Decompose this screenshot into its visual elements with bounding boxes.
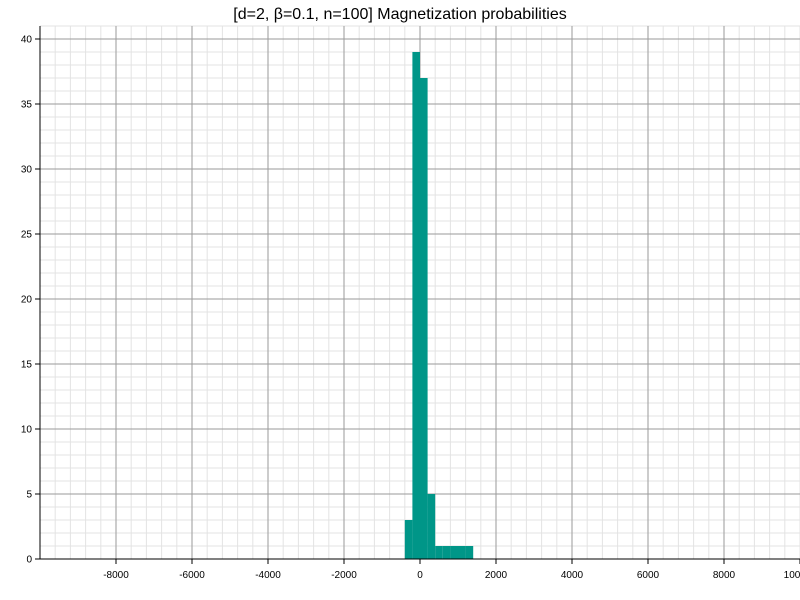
x-tick-label: 8000 xyxy=(713,570,736,581)
y-tick-label: 35 xyxy=(21,100,33,111)
histogram-bar xyxy=(404,520,413,559)
chart-title: [d=2, β=0.1, n=100] Magnetization probab… xyxy=(233,6,566,23)
y-tick-label: 20 xyxy=(21,295,33,306)
x-tick-label: 4000 xyxy=(561,570,584,581)
y-tick-label: 25 xyxy=(21,230,33,241)
histogram-bars xyxy=(404,52,474,559)
x-tick-label: 0 xyxy=(417,570,423,581)
x-tick-label: -8000 xyxy=(103,570,129,581)
histogram-bar xyxy=(435,546,443,559)
y-tick-label: 30 xyxy=(21,165,33,176)
histogram-bar xyxy=(450,546,458,559)
x-axis-ticks: -8000 -6000 -4000 -2000 0 2000 4000 6000 8000 100 xyxy=(103,559,800,581)
histogram-bar xyxy=(458,546,466,559)
histogram-bar xyxy=(420,78,428,559)
y-tick-label: 10 xyxy=(21,425,33,436)
x-tick-label: 6000 xyxy=(637,570,660,581)
y-tick-label: 5 xyxy=(26,490,32,501)
y-tick-label: 40 xyxy=(21,35,33,46)
y-tick-label: 0 xyxy=(26,555,32,566)
y-tick-label: 15 xyxy=(21,360,33,371)
x-tick-label: -6000 xyxy=(179,570,205,581)
histogram-bar xyxy=(427,494,436,559)
x-tick-label: 100 xyxy=(784,570,800,581)
histogram-bar xyxy=(442,546,451,559)
y-axis-ticks: 0 5 10 15 20 25 30 35 40 xyxy=(21,35,40,566)
histogram-bar xyxy=(465,546,474,559)
histogram-bar xyxy=(412,52,420,559)
x-tick-label: -2000 xyxy=(331,570,357,581)
x-tick-label: -4000 xyxy=(255,570,281,581)
x-tick-label: 2000 xyxy=(485,570,508,581)
